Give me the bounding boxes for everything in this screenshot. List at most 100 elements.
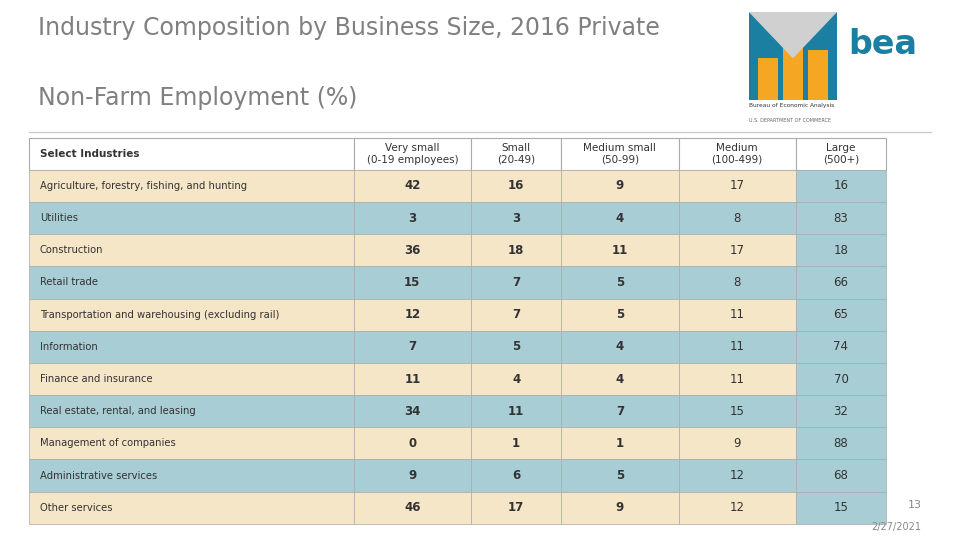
Text: 74: 74	[833, 340, 849, 353]
Text: Very small
(0-19 employees): Very small (0-19 employees)	[367, 143, 458, 165]
Text: 15: 15	[833, 501, 849, 514]
Text: Transportation and warehousing (excluding rail): Transportation and warehousing (excludin…	[39, 309, 279, 320]
Text: 36: 36	[404, 244, 420, 257]
Text: 1: 1	[512, 437, 520, 450]
Bar	[796, 395, 886, 427]
Bar	[353, 491, 471, 524]
Bar	[796, 460, 886, 491]
Text: 70: 70	[833, 373, 849, 386]
Text: 15: 15	[730, 404, 745, 417]
Text: 88: 88	[833, 437, 849, 450]
Text: 17: 17	[508, 501, 524, 514]
Bar	[353, 170, 471, 202]
Bar	[679, 330, 796, 363]
Bar	[808, 50, 828, 100]
Bar	[679, 170, 796, 202]
Bar	[353, 363, 471, 395]
Bar	[353, 460, 471, 491]
Text: Medium small
(50-99): Medium small (50-99)	[584, 143, 657, 165]
Bar	[471, 266, 562, 299]
Text: 4: 4	[512, 373, 520, 386]
Bar	[29, 427, 353, 460]
Bar	[562, 138, 679, 170]
Text: 7: 7	[512, 276, 520, 289]
Text: 12: 12	[730, 469, 745, 482]
Text: Bureau of Economic Analysis: Bureau of Economic Analysis	[749, 104, 834, 109]
Text: 4: 4	[615, 373, 624, 386]
Text: Other services: Other services	[39, 503, 112, 512]
Text: Retail trade: Retail trade	[39, 278, 98, 287]
Text: Information: Information	[39, 342, 97, 352]
Bar	[29, 330, 353, 363]
Text: 17: 17	[730, 244, 745, 257]
Bar	[796, 427, 886, 460]
Bar	[29, 363, 353, 395]
Bar	[471, 395, 562, 427]
Text: 9: 9	[408, 469, 417, 482]
Text: 12: 12	[404, 308, 420, 321]
Bar	[796, 138, 886, 170]
Text: 7: 7	[408, 340, 417, 353]
Text: Small
(20-49): Small (20-49)	[497, 143, 535, 165]
Bar	[29, 138, 353, 170]
Bar	[353, 138, 471, 170]
Text: Management of companies: Management of companies	[39, 438, 176, 448]
Text: 46: 46	[404, 501, 420, 514]
Text: Medium
(100-499): Medium (100-499)	[711, 143, 763, 165]
Text: 68: 68	[833, 469, 849, 482]
Bar	[562, 330, 679, 363]
Bar	[679, 266, 796, 299]
Bar	[562, 299, 679, 330]
Bar	[29, 170, 353, 202]
Bar	[29, 460, 353, 491]
Text: bea: bea	[849, 28, 918, 60]
Text: Construction: Construction	[39, 245, 103, 255]
Text: 9: 9	[615, 501, 624, 514]
Text: 83: 83	[833, 212, 849, 225]
Text: 18: 18	[508, 244, 524, 257]
Bar	[679, 363, 796, 395]
Bar	[562, 170, 679, 202]
Text: U.S. DEPARTMENT OF COMMERCE: U.S. DEPARTMENT OF COMMERCE	[749, 118, 830, 123]
Text: 7: 7	[512, 308, 520, 321]
Bar	[796, 491, 886, 524]
Bar	[29, 395, 353, 427]
Bar	[562, 363, 679, 395]
Bar	[353, 234, 471, 266]
Bar	[783, 35, 803, 100]
Bar	[353, 330, 471, 363]
Text: 32: 32	[833, 404, 849, 417]
Text: 3: 3	[408, 212, 417, 225]
Text: 16: 16	[508, 179, 524, 192]
Text: Large
(500+): Large (500+)	[823, 143, 859, 165]
Bar	[796, 234, 886, 266]
Bar	[471, 491, 562, 524]
Text: Utilities: Utilities	[39, 213, 78, 223]
Text: 34: 34	[404, 404, 420, 417]
Text: Administrative services: Administrative services	[39, 470, 156, 481]
Text: 1: 1	[615, 437, 624, 450]
Bar	[471, 363, 562, 395]
Bar	[562, 202, 679, 234]
Bar	[562, 460, 679, 491]
Bar	[796, 202, 886, 234]
Text: 9: 9	[615, 179, 624, 192]
Text: 8: 8	[733, 212, 741, 225]
Polygon shape	[749, 12, 837, 58]
Bar	[471, 460, 562, 491]
Text: 9: 9	[733, 437, 741, 450]
Bar	[29, 202, 353, 234]
Bar	[471, 299, 562, 330]
Bar	[796, 266, 886, 299]
Bar	[562, 491, 679, 524]
Bar	[562, 427, 679, 460]
Bar	[562, 266, 679, 299]
Bar	[29, 299, 353, 330]
Text: 4: 4	[615, 212, 624, 225]
Bar	[353, 395, 471, 427]
Bar	[29, 266, 353, 299]
Text: 5: 5	[615, 469, 624, 482]
Bar	[471, 330, 562, 363]
Bar	[749, 12, 837, 100]
Text: Real estate, rental, and leasing: Real estate, rental, and leasing	[39, 406, 196, 416]
